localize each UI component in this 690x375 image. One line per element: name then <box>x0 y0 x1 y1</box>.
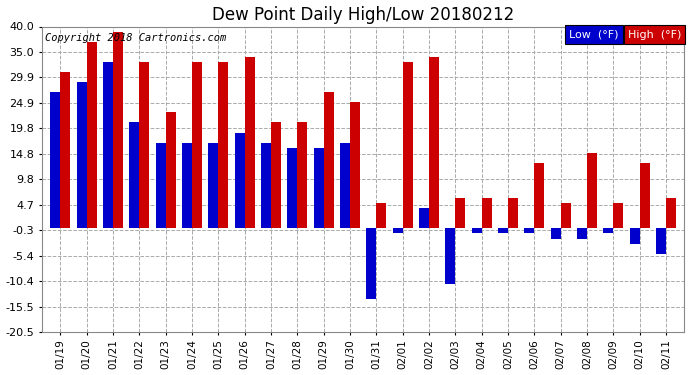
Bar <box>324 92 334 228</box>
Bar <box>613 203 623 228</box>
Bar <box>393 228 403 234</box>
Bar <box>482 198 492 228</box>
Text: Low  (°F): Low (°F) <box>569 30 618 39</box>
Bar <box>235 132 245 228</box>
Bar <box>561 203 571 228</box>
Bar <box>61 72 70 228</box>
Bar <box>640 163 650 228</box>
Bar <box>113 32 123 228</box>
Bar <box>419 208 429 228</box>
Bar <box>498 228 508 234</box>
Bar <box>287 148 297 228</box>
Bar <box>271 122 281 228</box>
Bar <box>139 62 149 228</box>
Bar <box>182 142 192 228</box>
Bar <box>340 142 350 228</box>
Bar <box>261 142 271 228</box>
Bar <box>666 198 676 228</box>
Bar <box>524 228 534 234</box>
Bar <box>350 102 360 228</box>
Bar <box>472 228 482 234</box>
Bar <box>445 228 455 284</box>
Bar <box>103 62 113 228</box>
Bar <box>156 142 166 228</box>
Bar <box>534 163 544 228</box>
Bar <box>429 57 439 228</box>
Text: High  (°F): High (°F) <box>628 30 681 39</box>
Bar <box>376 203 386 228</box>
Bar <box>166 112 176 228</box>
Text: Copyright 2018 Cartronics.com: Copyright 2018 Cartronics.com <box>45 33 226 43</box>
Bar <box>577 228 587 238</box>
Bar <box>455 198 465 228</box>
Bar <box>551 228 561 238</box>
Bar <box>508 198 518 228</box>
Bar <box>656 228 666 254</box>
Bar <box>129 122 139 228</box>
Bar <box>366 228 376 299</box>
Bar <box>192 62 202 228</box>
Bar <box>403 62 413 228</box>
Bar <box>218 62 228 228</box>
Bar <box>208 142 218 228</box>
Bar <box>87 42 97 228</box>
Bar <box>50 92 61 228</box>
Bar <box>630 228 640 244</box>
Bar <box>245 57 255 228</box>
Bar <box>587 153 597 228</box>
Bar <box>314 148 324 228</box>
Title: Dew Point Daily High/Low 20180212: Dew Point Daily High/Low 20180212 <box>212 6 514 24</box>
Bar <box>77 82 87 228</box>
Bar <box>297 122 307 228</box>
Bar <box>603 228 613 234</box>
